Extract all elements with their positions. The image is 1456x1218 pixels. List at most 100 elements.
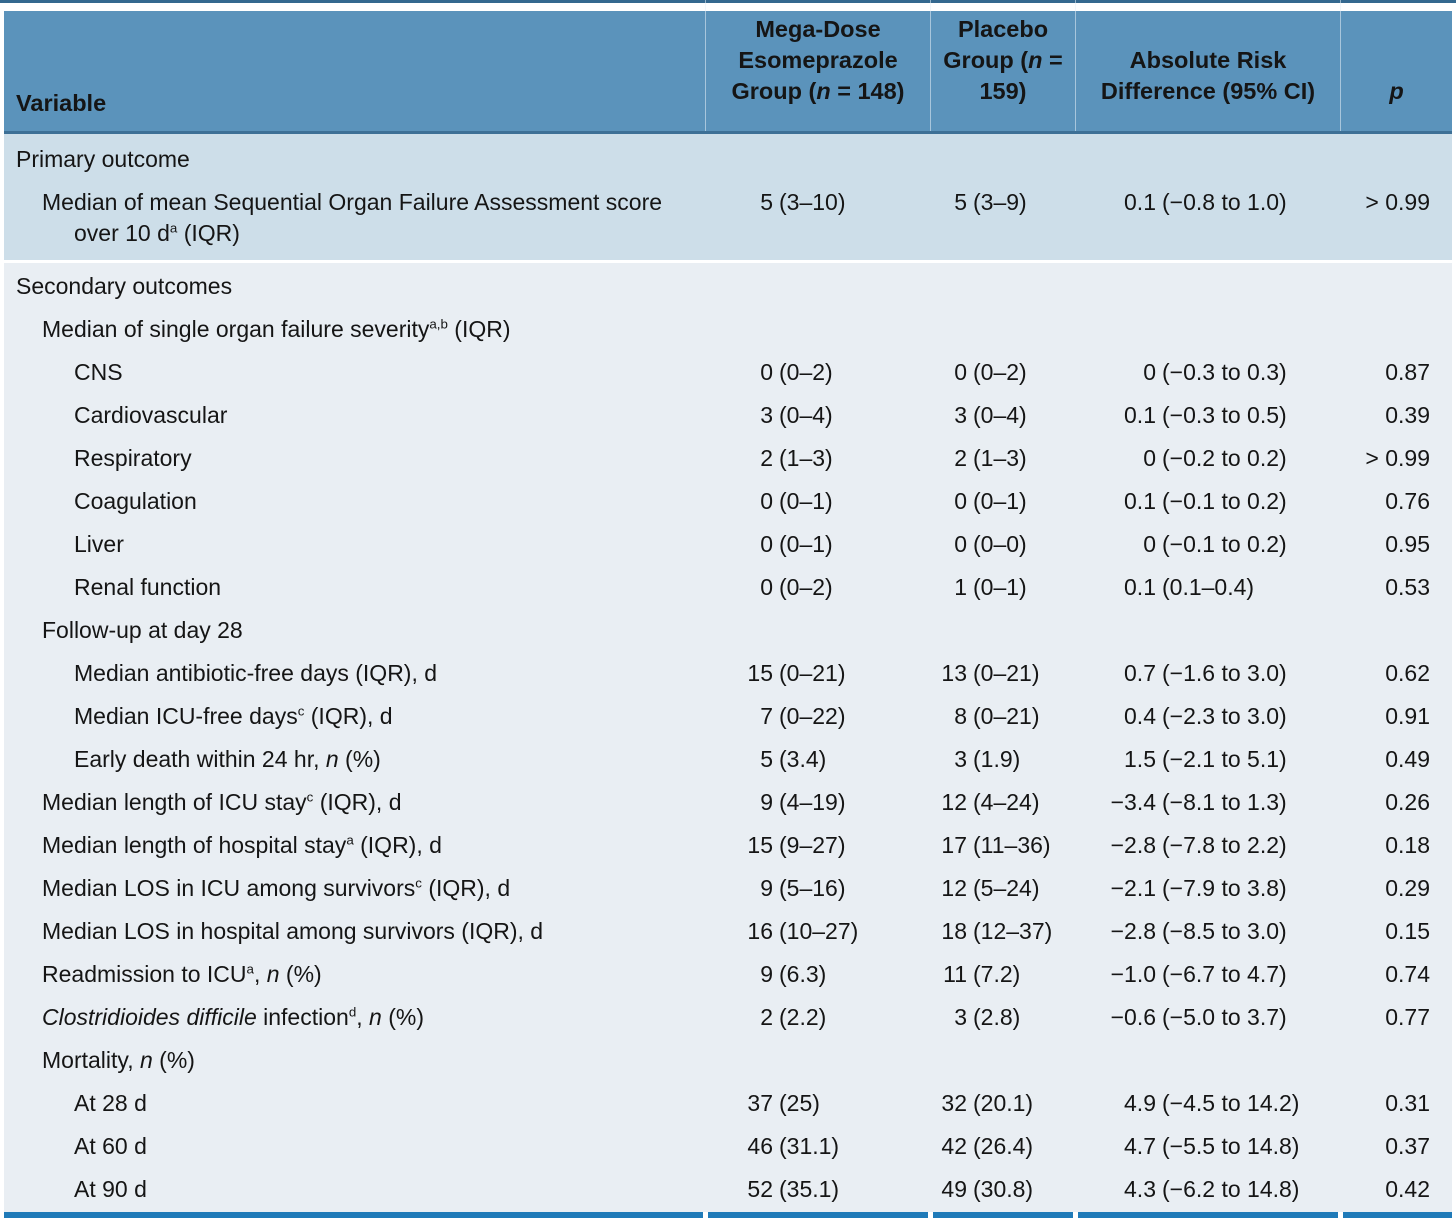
value-range: (26.4) bbox=[973, 1133, 1034, 1159]
row-label: At 60 d bbox=[74, 1133, 147, 1159]
row-label: Primary outcome bbox=[16, 146, 190, 172]
value-number: 18 bbox=[941, 918, 967, 944]
value-number: −1.0 bbox=[1110, 961, 1156, 987]
value-range: (−8.5 to 3.0) bbox=[1162, 918, 1287, 944]
cell-p-value: 0.76 bbox=[1385, 488, 1430, 514]
value-number: 9 bbox=[760, 875, 773, 901]
cell-mega-dose-value: 0 (0–2) bbox=[705, 351, 930, 394]
value-range: (20.1) bbox=[973, 1090, 1034, 1116]
cell-mega-dose-value: 0 (0–2) bbox=[705, 566, 930, 609]
row-label: Liver bbox=[74, 531, 124, 557]
value-number: 5 bbox=[760, 189, 773, 215]
value-range: (35.1) bbox=[779, 1176, 840, 1202]
value-number: 3 bbox=[954, 1004, 967, 1030]
value-range: (−6.2 to 14.8) bbox=[1162, 1176, 1300, 1202]
column-gap-marker bbox=[1338, 1212, 1343, 1218]
value-range: (−8.1 to 1.3) bbox=[1162, 789, 1287, 815]
value-range: (0–21) bbox=[973, 703, 1040, 729]
row-label: Median length of ICU stayc (IQR), d bbox=[42, 789, 402, 815]
table-row: Secondary outcomes bbox=[4, 265, 1452, 308]
cell-placebo-value: 12 (5–24) bbox=[930, 867, 1075, 910]
value-range: (−1.6 to 3.0) bbox=[1162, 660, 1287, 686]
value-range: (0–0) bbox=[973, 531, 1027, 557]
table-row: Primary outcome bbox=[4, 138, 1452, 181]
value-range: (12–37) bbox=[973, 918, 1053, 944]
cell-mega-dose-value: 0 (0–1) bbox=[705, 480, 930, 523]
value-range: (3–10) bbox=[779, 189, 846, 215]
cell-placebo-value: 3 (1.9) bbox=[930, 738, 1075, 781]
cell-placebo-value: 3 (0–4) bbox=[930, 394, 1075, 437]
value-number: 0.7 bbox=[1124, 660, 1156, 686]
value-number: 8 bbox=[954, 703, 967, 729]
table-row: Clostridioides difficile infectiond, n (… bbox=[4, 996, 1452, 1039]
value-range: (1–3) bbox=[973, 445, 1027, 471]
value-number: 0 bbox=[954, 488, 967, 514]
value-number: 0.1 bbox=[1124, 189, 1156, 215]
row-label: Follow-up at day 28 bbox=[42, 617, 243, 643]
cell-mega-dose-value: 7 (0–22) bbox=[705, 695, 930, 738]
value-number: 13 bbox=[941, 660, 967, 686]
cell-risk-difference-value: 0 (−0.3 to 0.3) bbox=[1075, 351, 1340, 394]
cell-risk-difference-value: 0.4 (−2.3 to 3.0) bbox=[1075, 695, 1340, 738]
cell-mega-dose-value: 5 (3.4) bbox=[705, 738, 930, 781]
table-row: Median of mean Sequential Organ Failure … bbox=[4, 181, 1452, 254]
cell-mega-dose-value: 9 (4–19) bbox=[705, 781, 930, 824]
cell-risk-difference-value: 0.1 (−0.8 to 1.0) bbox=[1075, 181, 1340, 224]
value-range: (0–2) bbox=[779, 359, 833, 385]
value-number: 3 bbox=[954, 746, 967, 772]
row-label: Cardiovascular bbox=[74, 402, 228, 428]
table-row: Median ICU-free daysc (IQR), d 7 (0–22) 8… bbox=[4, 695, 1452, 738]
value-range: (−6.7 to 4.7) bbox=[1162, 961, 1287, 987]
cell-mega-dose-value: 0 (0–1) bbox=[705, 523, 930, 566]
value-number: 0 bbox=[760, 574, 773, 600]
value-number: 9 bbox=[760, 789, 773, 815]
value-number: 2 bbox=[954, 445, 967, 471]
cell-placebo-value: 12 (4–24) bbox=[930, 781, 1075, 824]
cell-placebo-value: 0 (0–2) bbox=[930, 351, 1075, 394]
value-number: 0.1 bbox=[1124, 574, 1156, 600]
value-number: 4.9 bbox=[1124, 1090, 1156, 1116]
cell-p-value: 0.15 bbox=[1385, 918, 1430, 944]
value-number: 52 bbox=[747, 1176, 773, 1202]
cell-p-value: 0.53 bbox=[1385, 574, 1430, 600]
value-range: (0.1–0.4) bbox=[1162, 574, 1255, 600]
table-row: Median LOS in hospital among survivors (… bbox=[4, 910, 1452, 953]
value-range: (−0.3 to 0.5) bbox=[1162, 402, 1287, 428]
table-row: Follow-up at day 28 bbox=[4, 609, 1452, 652]
value-range: (−0.3 to 0.3) bbox=[1162, 359, 1287, 385]
value-number: 32 bbox=[941, 1090, 967, 1116]
value-number: 0 bbox=[1143, 359, 1156, 385]
cell-p-value: 0.87 bbox=[1385, 359, 1430, 385]
table-row: Early death within 24 hr, n (%) 5 (3.4) 3… bbox=[4, 738, 1452, 781]
cell-risk-difference-value: −0.6 (−5.0 to 3.7) bbox=[1075, 996, 1340, 1039]
cell-mega-dose-value: 15 (0–21) bbox=[705, 652, 930, 695]
row-label: Median of single organ failure severitya… bbox=[42, 316, 511, 342]
cell-mega-dose-value: 16 (10–27) bbox=[705, 910, 930, 953]
cell-risk-difference-value: −2.8 (−8.5 to 3.0) bbox=[1075, 910, 1340, 953]
row-label: Median of mean Sequential Organ Failure … bbox=[42, 189, 663, 246]
table-row: Median length of hospital staya (IQR), d… bbox=[4, 824, 1452, 867]
cell-p-value: 0.95 bbox=[1385, 531, 1430, 557]
table-row: At 60 d 46 (31.1) 42 (26.4) 4.7 (−5.5 to 14… bbox=[4, 1125, 1452, 1168]
row-label: Clostridioides difficile infectiond, n (… bbox=[42, 1004, 424, 1030]
value-number: 0 bbox=[1143, 445, 1156, 471]
value-number: 12 bbox=[941, 789, 967, 815]
value-number: 0 bbox=[954, 531, 967, 557]
value-range: (−5.0 to 3.7) bbox=[1162, 1004, 1287, 1030]
column-header-p-value: p bbox=[1340, 0, 1452, 131]
cell-p-value: 0.29 bbox=[1385, 875, 1430, 901]
cell-mega-dose-value: 37 (25) bbox=[705, 1082, 930, 1125]
cell-mega-dose-value: 5 (3–10) bbox=[705, 181, 930, 224]
column-header-variable: Variable bbox=[16, 90, 107, 116]
value-number: 16 bbox=[747, 918, 773, 944]
value-number: 7 bbox=[760, 703, 773, 729]
value-number: 4.3 bbox=[1124, 1176, 1156, 1202]
value-number: 42 bbox=[941, 1133, 967, 1159]
value-number: 5 bbox=[760, 746, 773, 772]
cell-p-value: 0.49 bbox=[1385, 746, 1430, 772]
cell-placebo-value: 8 (0–21) bbox=[930, 695, 1075, 738]
value-range: (3–9) bbox=[973, 189, 1027, 215]
value-number: −2.8 bbox=[1110, 918, 1156, 944]
value-range: (5–24) bbox=[973, 875, 1040, 901]
value-range: (0–1) bbox=[973, 488, 1027, 514]
